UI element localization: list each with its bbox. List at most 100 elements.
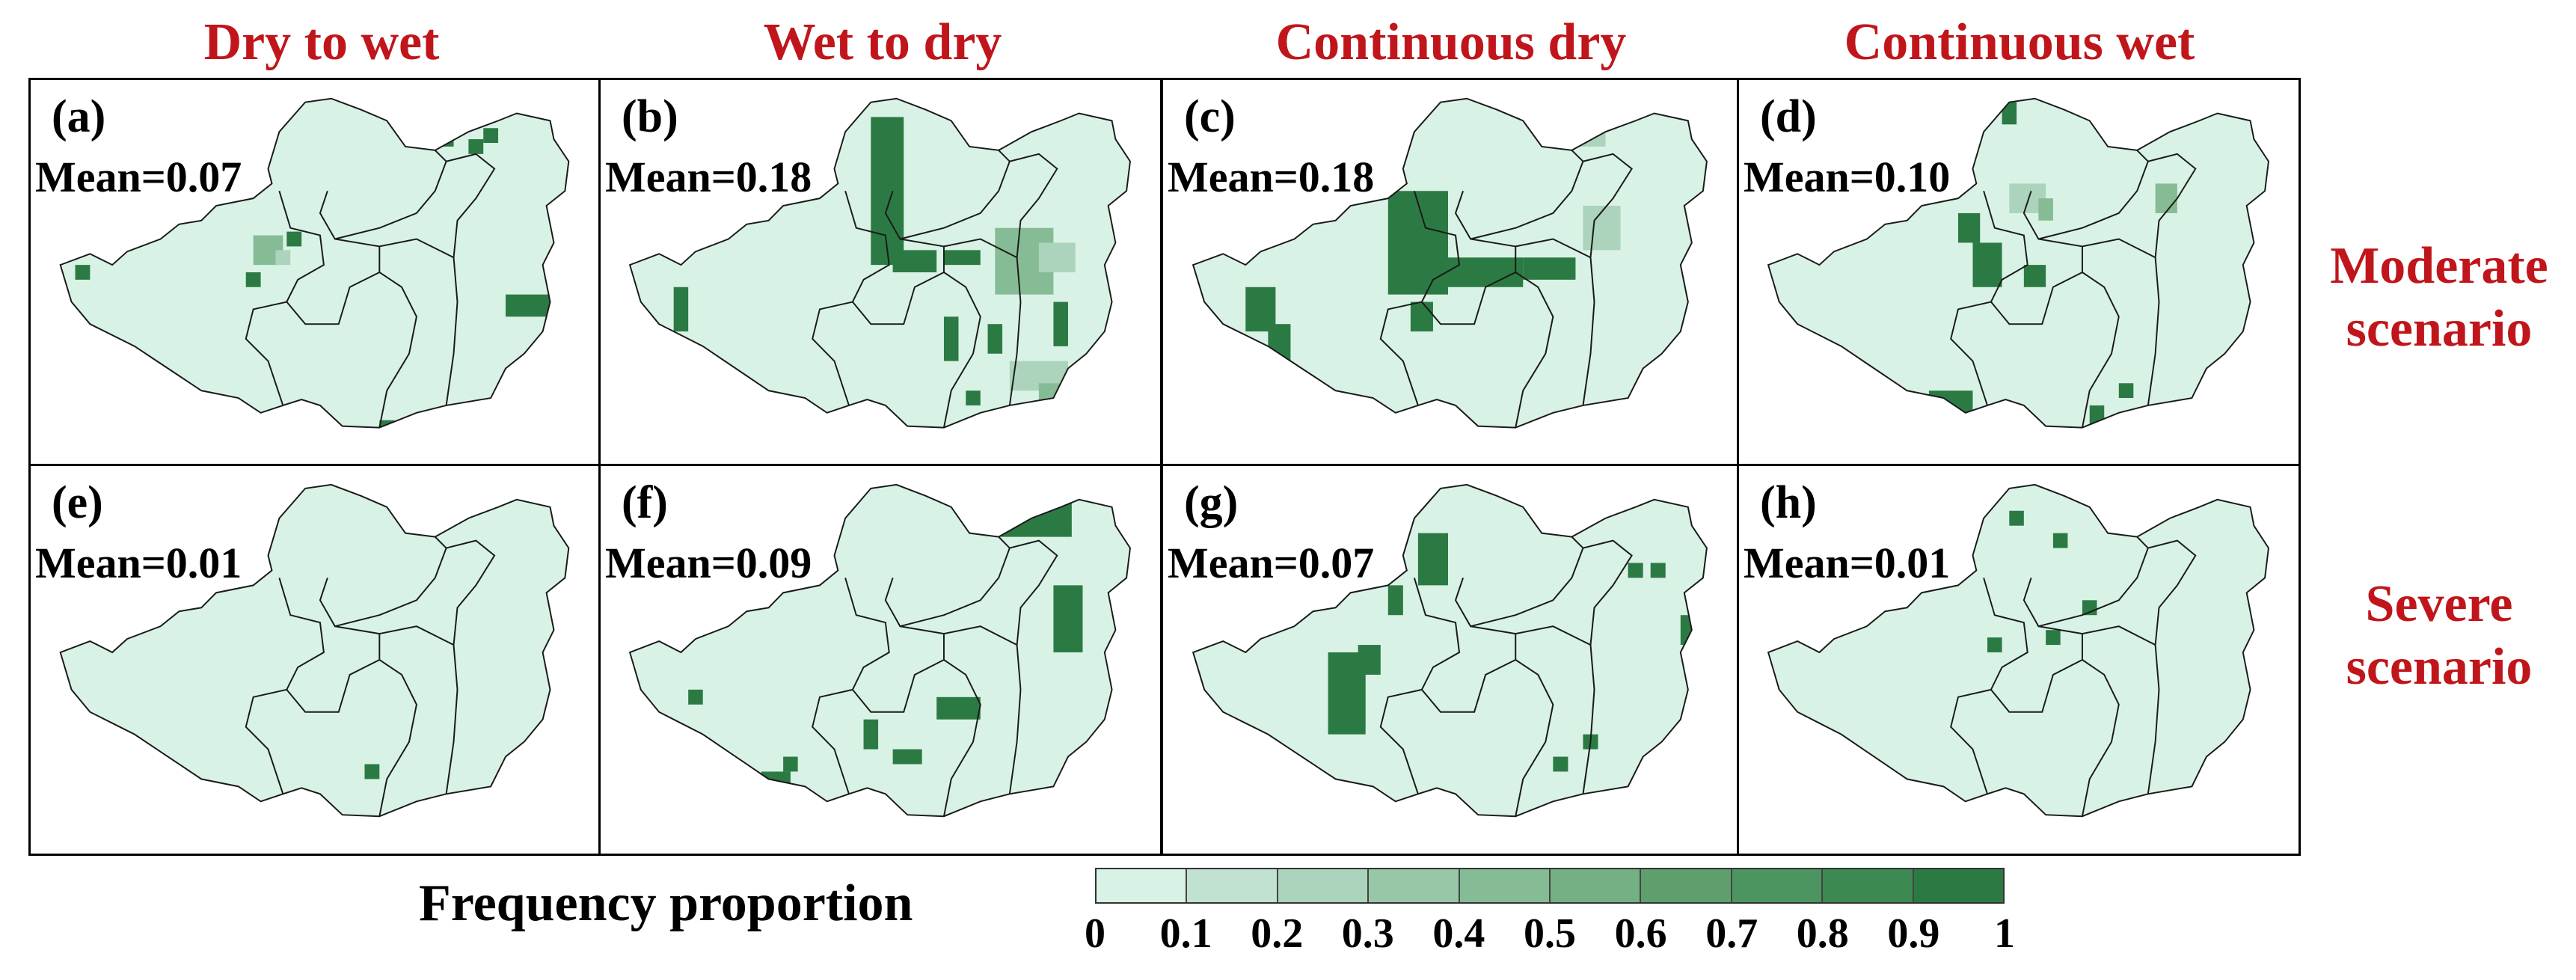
subregion-boundary <box>1983 190 2083 325</box>
map-h-svg <box>1767 483 2269 818</box>
plateau-outline <box>1192 97 1708 429</box>
grid-cell <box>1650 563 1666 578</box>
legend-swatch <box>1732 869 1824 902</box>
subregion-boundary <box>1413 578 1517 713</box>
grid-cell <box>2002 102 2017 125</box>
legend-tick-label: 0 <box>1085 910 1105 957</box>
map-g-svg <box>1192 483 1708 846</box>
grid-cell <box>1038 242 1076 272</box>
grid-cell <box>987 324 1003 354</box>
subregion-boundary <box>943 238 1018 259</box>
grid-cell <box>468 139 484 154</box>
legend-tick-label: 0.7 <box>1705 910 1758 957</box>
subregion-boundary <box>812 301 853 406</box>
subregion-boundary <box>943 625 1018 646</box>
plateau-region <box>1768 98 2269 428</box>
subregion-boundary <box>1008 539 1058 794</box>
plateau-region <box>1768 484 2269 817</box>
subregion-boundary <box>1515 625 1591 646</box>
subregion-boundary <box>2147 153 2197 406</box>
column-title-continuous-dry: Continuous dry <box>1275 13 1627 71</box>
grid-cell <box>1848 391 1893 420</box>
legend-swatch <box>1823 869 1914 902</box>
panel-label: (h) <box>1760 477 1817 528</box>
plateau-outline <box>628 97 1131 429</box>
subregion-boundary <box>1950 688 1992 794</box>
grid-cell <box>1478 831 1493 846</box>
grid-cell <box>1972 242 2002 287</box>
grid-cell <box>483 128 499 144</box>
legend-swatch <box>1278 869 1370 902</box>
grid-cell <box>1680 615 1696 646</box>
legend-tick-label: 0.3 <box>1341 910 1394 957</box>
panel-label: (a) <box>52 91 106 142</box>
map-panel-d: (d) Mean=0.10 <box>1737 78 2301 467</box>
subregion-boundary <box>2147 539 2197 794</box>
map-c-svg <box>1192 97 1708 429</box>
plateau-outline <box>628 483 1131 818</box>
legend-tick-label: 0.8 <box>1796 910 1849 957</box>
panel-label: (c) <box>1184 91 1236 142</box>
row-label-severe: Severe scenario <box>2346 575 2533 696</box>
grid-cell <box>1387 191 1448 295</box>
mean-value: Mean=0.07 <box>1168 539 1375 587</box>
map-panel-h: (h) Mean=0.01 <box>1737 464 2301 856</box>
mean-value: Mean=0.18 <box>1168 153 1375 201</box>
subregion-boundary <box>334 536 447 628</box>
subregion-boundary <box>1413 190 1517 325</box>
plateau-outline <box>1192 483 1708 818</box>
subregion-boundary <box>1950 301 1992 406</box>
subregion-boundary <box>445 539 496 794</box>
legend-tick-label: 1 <box>1994 910 2015 957</box>
grid-cell <box>1053 301 1068 346</box>
map-e-svg <box>59 483 570 818</box>
frequency-cells <box>75 128 551 428</box>
subregion-boundary <box>1008 153 1058 406</box>
panel-label: (g) <box>1184 477 1239 528</box>
plateau-outline <box>1767 97 2269 429</box>
map-panel-e: (e) Mean=0.01 <box>28 464 601 856</box>
panel-label: (b) <box>622 91 678 142</box>
subregion-boundary <box>445 153 496 406</box>
grid-cell <box>761 771 791 802</box>
map-d-svg <box>1767 97 2269 429</box>
column-title-wet-to-dry: Wet to dry <box>763 13 1002 71</box>
map-panel-a: (a) Mean=0.07 <box>28 78 601 467</box>
grid-cell <box>75 265 91 280</box>
grid-cell <box>2118 383 2134 399</box>
frequency-cells <box>673 117 1076 405</box>
map-a-svg <box>59 97 570 429</box>
grid-cell <box>1628 563 1643 578</box>
subregion-boundary <box>278 578 381 713</box>
subregion-boundary <box>1379 688 1423 794</box>
plateau-region <box>1193 484 1707 817</box>
subregion-boundary <box>278 190 381 325</box>
grid-cell <box>1643 368 1666 391</box>
subregion-boundary <box>1515 659 1554 817</box>
grid-cell <box>688 689 703 705</box>
subregion-boundary <box>900 536 1011 628</box>
grid-cell <box>2052 533 2068 548</box>
plateau-region <box>60 484 569 817</box>
subregion-boundary <box>812 688 853 794</box>
grid-cell <box>892 250 937 272</box>
plateau-region <box>60 98 569 428</box>
frequency-cells <box>1328 533 1696 846</box>
legend-swatch <box>1913 869 2004 902</box>
grid-cell <box>2046 630 2061 646</box>
legend-colorbar <box>1095 868 2005 904</box>
grid-cell <box>1598 405 1613 428</box>
legend-tick-label: 0.2 <box>1251 910 1304 957</box>
plateau-region <box>630 484 1130 817</box>
subregion-boundary <box>2082 238 2156 259</box>
grid-cell <box>1987 637 2002 653</box>
subregion-boundary <box>2082 625 2156 646</box>
grid-cell <box>245 272 261 287</box>
mean-value: Mean=0.01 <box>35 539 242 587</box>
subregion-boundary <box>844 190 945 325</box>
grid-cell <box>863 719 879 750</box>
legend-tick-label: 0.5 <box>1524 910 1576 957</box>
legend-swatch <box>1459 869 1551 902</box>
mean-value: Mean=0.09 <box>605 539 812 587</box>
map-panel-g: (g) Mean=0.07 <box>1161 464 1740 856</box>
